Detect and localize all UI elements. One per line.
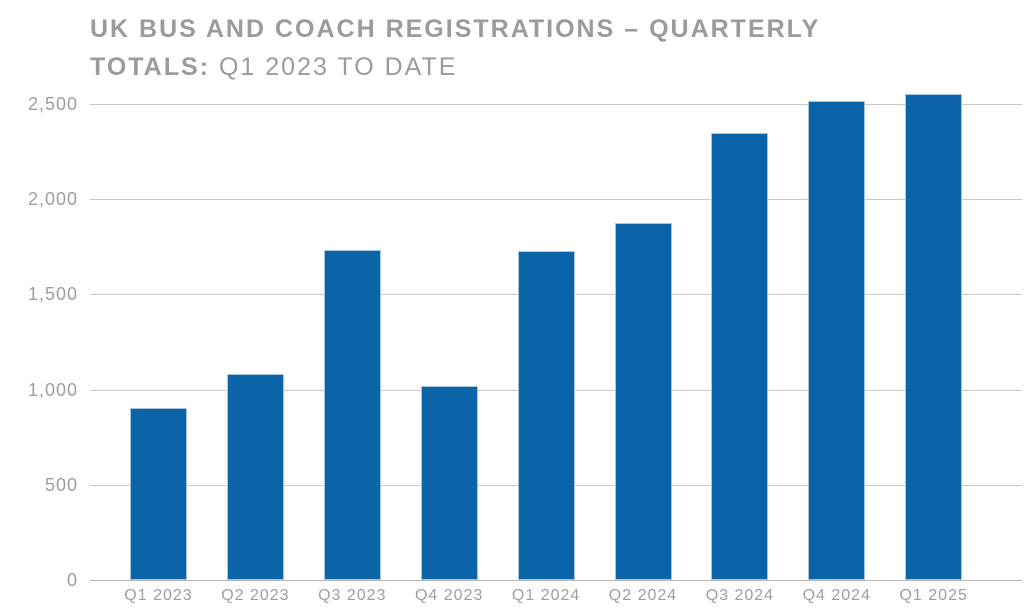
- chart-title-line2: TOTALS: Q1 2023 TO DATE: [90, 48, 990, 86]
- y-axis-tick-label: 500: [44, 474, 78, 495]
- bar-q2-2023: [226, 374, 284, 580]
- x-axis-label-q1-2023: Q1 2023: [124, 587, 193, 604]
- chart-title-totals: TOTALS:: [90, 53, 211, 81]
- x-axis-label-q3-2023: Q3 2023: [318, 587, 387, 604]
- x-axis-label-q2-2023: Q2 2023: [221, 587, 290, 604]
- x-axis-line: [90, 580, 1022, 581]
- gridline: [90, 199, 1022, 201]
- y-axis-tick-label: 1,500: [27, 284, 78, 305]
- bar-q1-2023: [130, 407, 187, 580]
- bar-q3-2023: [323, 249, 381, 580]
- x-axis-label-q3-2024: Q3 2024: [705, 587, 775, 604]
- bar-q1-2025: [905, 93, 963, 580]
- bar-q1-2024: [517, 250, 575, 580]
- x-axis-label-q2-2024: Q2 2024: [608, 587, 678, 604]
- y-axis-tick-label: 0: [66, 570, 78, 590]
- chart-title-main: UK BUS AND COACH REGISTRATIONS – QUARTER…: [90, 15, 821, 43]
- x-axis-label-q1-2025: Q1 2025: [899, 587, 968, 604]
- chart-title-line1: UK BUS AND COACH REGISTRATIONS – QUARTER…: [90, 10, 990, 48]
- y-axis-tick-label: 1,000: [27, 379, 78, 400]
- y-axis-tick-label: 2,000: [27, 189, 78, 210]
- bar-q2-2024: [614, 223, 672, 580]
- x-axis-label-q1-2024: Q1 2024: [511, 587, 581, 604]
- y-axis-tick-label: 2,500: [27, 94, 78, 114]
- x-axis-label-q4-2023: Q4 2023: [414, 587, 484, 604]
- bar-q4-2023: [420, 385, 478, 580]
- bar-q4-2024: [808, 101, 866, 580]
- bar-q3-2024: [711, 132, 769, 580]
- x-axis-label-q4-2024: Q4 2024: [802, 587, 871, 604]
- chart-title-subtitle: Q1 2023 TO DATE: [218, 53, 458, 81]
- chart-title: UK BUS AND COACH REGISTRATIONS – QUARTER…: [90, 10, 990, 86]
- gridline: [90, 104, 1022, 105]
